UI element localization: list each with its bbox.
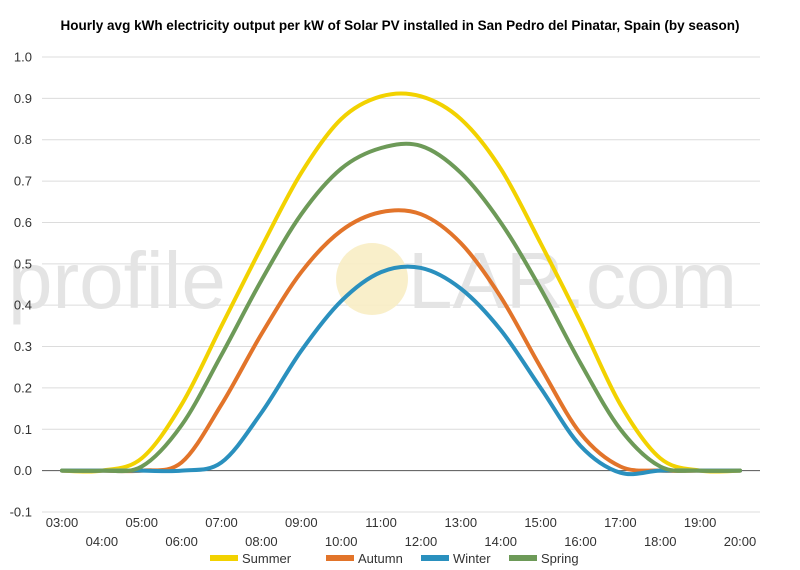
series-line-autumn bbox=[60, 208, 742, 474]
x-tick-label: 03:00 bbox=[46, 515, 79, 530]
series-line-spring bbox=[60, 141, 742, 474]
y-tick-label: 0.3 bbox=[14, 339, 32, 354]
legend-label-autumn: Autumn bbox=[358, 551, 403, 566]
x-tick-label: 04:00 bbox=[86, 534, 119, 549]
legend-swatch-spring bbox=[509, 555, 537, 561]
series-line-summer bbox=[60, 91, 742, 474]
x-tick-label: 05:00 bbox=[125, 515, 158, 530]
x-tick-label: 15:00 bbox=[524, 515, 557, 530]
y-tick-label: 0.2 bbox=[14, 380, 32, 395]
y-tick-label: 0.6 bbox=[14, 215, 32, 230]
watermark-text-right: LAR.com bbox=[408, 236, 737, 325]
y-tick-label: 0.7 bbox=[14, 174, 32, 189]
x-tick-label: 17:00 bbox=[604, 515, 637, 530]
x-tick-label: 14:00 bbox=[484, 534, 517, 549]
y-tick-label: 0.5 bbox=[14, 256, 32, 271]
y-tick-label: 0.4 bbox=[14, 298, 32, 313]
y-tick-label: 0.9 bbox=[14, 91, 32, 106]
x-tick-label: 20:00 bbox=[724, 534, 757, 549]
x-tick-label: 16:00 bbox=[564, 534, 597, 549]
x-tick-label: 19:00 bbox=[684, 515, 717, 530]
watermark: profile LAR.com bbox=[8, 236, 737, 325]
series-line-winter bbox=[60, 264, 742, 477]
y-tick-label: 0.8 bbox=[14, 132, 32, 147]
x-tick-label: 13:00 bbox=[445, 515, 478, 530]
x-tick-label: 09:00 bbox=[285, 515, 318, 530]
series bbox=[60, 91, 742, 477]
x-tick-label: 08:00 bbox=[245, 534, 278, 549]
x-tick-label: 12:00 bbox=[405, 534, 438, 549]
legend-label-winter: Winter bbox=[453, 551, 491, 566]
x-tick-label: 06:00 bbox=[165, 534, 198, 549]
legend-swatch-summer bbox=[210, 555, 238, 561]
watermark-text-left: profile bbox=[8, 236, 226, 325]
x-tick-label: 11:00 bbox=[365, 515, 397, 530]
chart-title: Hourly avg kWh electricity output per kW… bbox=[60, 18, 740, 33]
x-tick-label: 07:00 bbox=[205, 515, 238, 530]
watermark-sun-logo bbox=[336, 243, 408, 315]
legend-swatch-winter bbox=[421, 555, 449, 561]
y-tick-label: 0.1 bbox=[14, 422, 32, 437]
legend-label-summer: Summer bbox=[242, 551, 292, 566]
axes: -0.1 0.0 0.1 0.2 0.3 0.4 0.5 0.6 0.7 0.8 0.9 1.0 03:… bbox=[10, 50, 757, 550]
legend-label-spring: Spring bbox=[541, 551, 579, 566]
y-tick-label: -0.1 bbox=[10, 505, 32, 520]
x-tick-label: 18:00 bbox=[644, 534, 677, 549]
legend: Summer Autumn Winter Spring bbox=[210, 551, 579, 566]
y-tick-label: 0.0 bbox=[14, 463, 32, 478]
legend-swatch-autumn bbox=[326, 555, 354, 561]
grid bbox=[42, 56, 760, 513]
x-tick-label: 10:00 bbox=[325, 534, 358, 549]
y-tick-label: 1.0 bbox=[14, 50, 32, 65]
